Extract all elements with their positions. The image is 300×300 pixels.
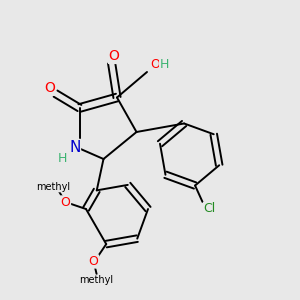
- Text: O: O: [45, 81, 56, 95]
- Text: Cl: Cl: [203, 202, 216, 215]
- Text: O: O: [89, 255, 99, 268]
- Text: methyl: methyl: [80, 275, 114, 285]
- Text: methyl: methyl: [36, 182, 70, 192]
- Text: H: H: [57, 152, 67, 165]
- Text: O: O: [109, 50, 119, 63]
- Text: O: O: [150, 58, 160, 71]
- Text: N: N: [69, 140, 80, 154]
- Text: H: H: [160, 58, 169, 71]
- Text: O: O: [61, 196, 70, 209]
